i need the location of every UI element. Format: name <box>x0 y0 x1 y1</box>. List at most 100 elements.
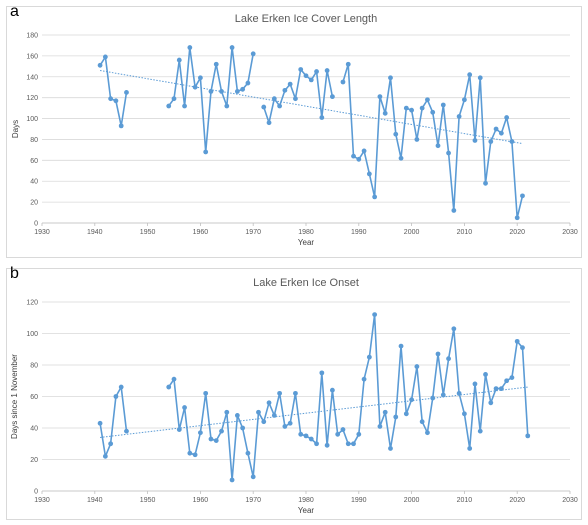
data-point <box>298 67 304 72</box>
data-point <box>219 89 224 94</box>
x-tick-label: 2000 <box>404 229 420 236</box>
data-point <box>467 72 473 78</box>
data-point <box>504 115 510 120</box>
x-tick-label: 1930 <box>34 497 50 504</box>
y-tick-label: 60 <box>30 158 38 165</box>
data-point <box>393 414 399 420</box>
data-point <box>351 441 356 447</box>
data-point <box>245 450 251 456</box>
data-point <box>124 428 129 434</box>
series-line <box>342 63 524 219</box>
x-tick-label: 1940 <box>87 229 103 236</box>
data-point <box>351 153 356 159</box>
data-point <box>176 57 182 63</box>
data-point <box>308 77 314 83</box>
data-point <box>261 419 267 425</box>
ice-cover-length-chart: Lake Erken Ice Cover Length 0 20 40 60 80 100 1… <box>11 13 578 247</box>
data-point <box>361 376 367 382</box>
data-point <box>488 400 494 406</box>
y-tick-label: 120 <box>26 95 38 102</box>
data-point <box>409 397 414 403</box>
data-point <box>240 425 246 431</box>
x-tick-label: 1940 <box>87 497 103 504</box>
data-point <box>525 433 531 439</box>
y-tick-label: 160 <box>26 53 38 60</box>
data-point <box>266 400 272 406</box>
data-point <box>198 430 203 436</box>
data-point <box>366 354 372 360</box>
data-point <box>224 409 230 415</box>
data-point <box>250 474 256 480</box>
data-point <box>388 75 393 81</box>
data-point <box>319 370 325 376</box>
data-point <box>293 390 298 396</box>
data-point <box>308 436 314 442</box>
data-point <box>97 420 103 426</box>
data-point <box>266 120 272 126</box>
data-point <box>462 97 467 103</box>
data-point <box>203 390 209 396</box>
y-tick-label: 140 <box>26 74 38 81</box>
data-point <box>287 81 293 87</box>
x-tick-label: 2000 <box>404 497 420 504</box>
series-line <box>168 313 529 481</box>
data-point <box>361 148 367 154</box>
x-tick-label: 1980 <box>298 229 314 236</box>
data-point <box>187 450 193 456</box>
data-point <box>446 356 451 362</box>
data-point <box>330 94 335 100</box>
data-point <box>213 438 219 443</box>
data-point <box>324 442 330 448</box>
data-point <box>245 80 251 86</box>
y-tick-label: 40 <box>30 426 38 433</box>
data-point <box>509 139 515 144</box>
series-line <box>263 68 334 124</box>
data-point <box>472 138 478 143</box>
data-point <box>451 208 457 213</box>
data-point <box>314 69 319 74</box>
data-point <box>219 428 224 434</box>
data-point <box>372 312 378 317</box>
data-point <box>382 409 388 415</box>
data-point <box>192 84 198 90</box>
data-point <box>303 433 309 439</box>
y-tick-label: 100 <box>26 116 38 123</box>
panel-label-a: a <box>10 3 19 20</box>
data-point <box>419 105 425 111</box>
series-line <box>99 56 128 127</box>
data-point <box>514 215 520 221</box>
data-point <box>414 137 420 142</box>
y-tick-label: 120 <box>26 300 38 307</box>
data-point <box>108 441 114 447</box>
data-point <box>166 384 172 390</box>
data-point <box>303 73 309 79</box>
trendline <box>99 70 523 145</box>
data-point <box>520 193 525 199</box>
data-point <box>330 387 335 393</box>
series-line <box>99 386 128 458</box>
data-point <box>97 62 103 68</box>
x-axis-label: Year <box>298 506 315 515</box>
data-point <box>208 436 214 442</box>
data-point <box>340 427 346 432</box>
data-point <box>456 114 462 119</box>
panel-label-b: b <box>10 265 19 282</box>
data-point <box>108 96 114 102</box>
x-tick-label: 1950 <box>140 497 156 504</box>
x-tick-label: 1950 <box>140 229 156 236</box>
data-point <box>462 411 467 417</box>
data-point <box>293 96 298 102</box>
data-point <box>477 75 483 81</box>
x-tick-label: 1990 <box>351 229 367 236</box>
data-point <box>440 102 446 108</box>
data-point <box>425 430 430 436</box>
data-point <box>340 79 346 85</box>
y-tick-label: 60 <box>30 394 38 401</box>
x-tick-label: 1960 <box>193 497 209 504</box>
data-point <box>419 419 425 425</box>
y-tick-label: 80 <box>30 137 38 144</box>
y-tick-label: 0 <box>34 489 38 496</box>
data-point <box>118 384 124 390</box>
data-point <box>198 75 203 81</box>
data-point <box>282 87 288 93</box>
